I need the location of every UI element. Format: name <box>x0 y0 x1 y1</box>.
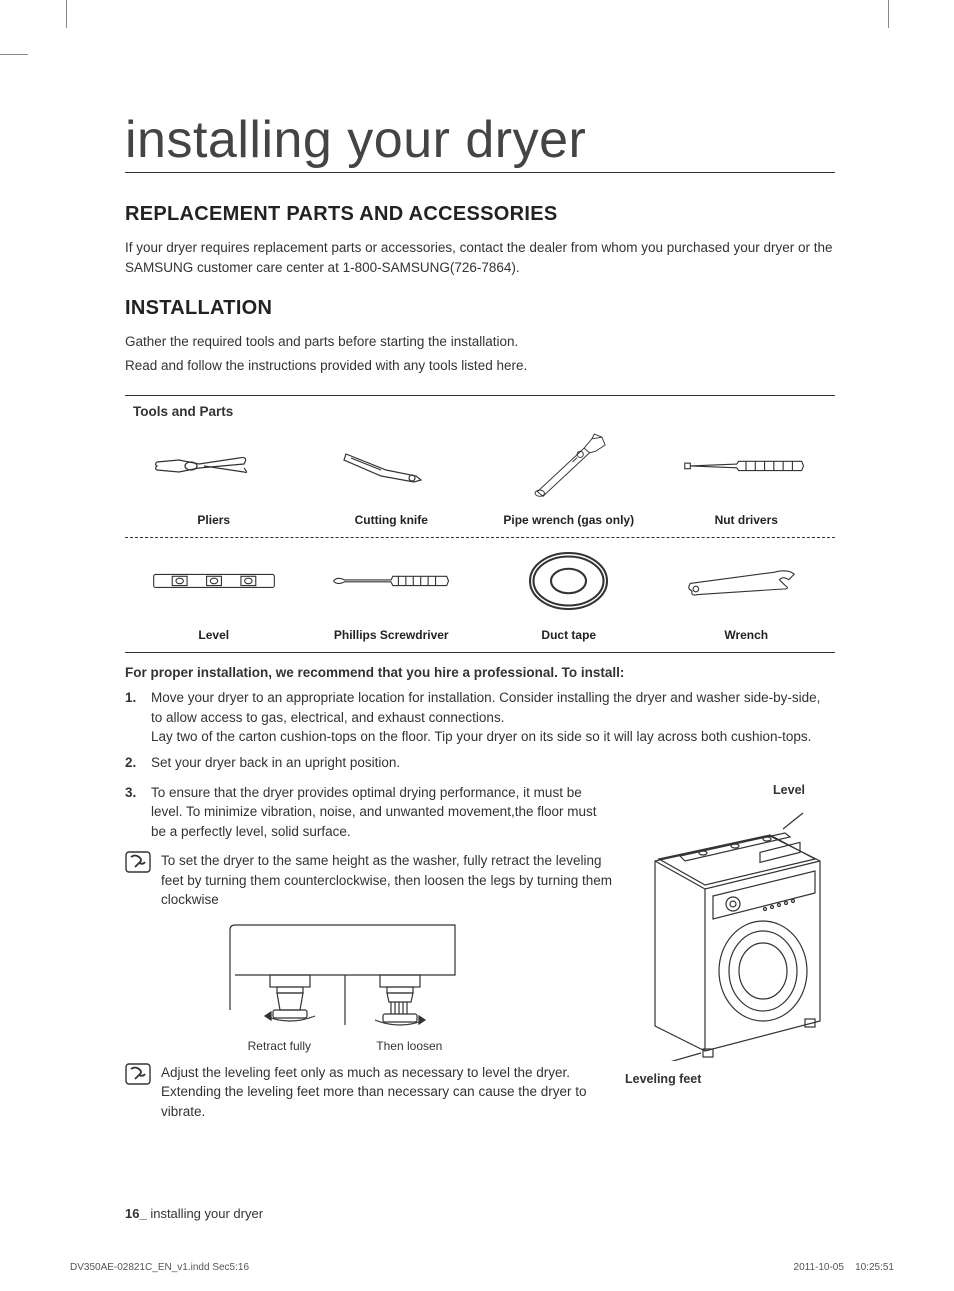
print-time: 10:25:51 <box>855 1262 894 1273</box>
level-icon <box>125 546 303 616</box>
feet-label-right: Then loosen <box>376 1039 442 1053</box>
replacement-body: If your dryer requires replacement parts… <box>125 238 835 277</box>
nut-driver-label: Nut drivers <box>658 513 836 527</box>
tools-parts-table: Tools and Parts Pliers <box>125 395 835 653</box>
note-1: To set the dryer to the same height as t… <box>125 851 613 910</box>
tool-pliers: Pliers <box>125 431 303 527</box>
tool-level: Level <box>125 546 303 642</box>
phillips-label: Phillips Screwdriver <box>303 628 481 642</box>
tool-phillips: Phillips Screwdriver <box>303 546 481 642</box>
replacement-heading: REPLACEMENT PARTS AND ACCESSORIES <box>125 203 835 226</box>
knife-label: Cutting knife <box>303 513 481 527</box>
nut-driver-icon <box>658 431 836 501</box>
feet-label-left: Retract fully <box>248 1039 311 1053</box>
note-1-text: To set the dryer to the same height as t… <box>161 851 613 910</box>
dryer-illustration-column: Level <box>625 783 835 1132</box>
note-icon <box>125 1063 151 1085</box>
dryer-feet-label: Leveling feet <box>625 1072 835 1086</box>
pliers-label: Pliers <box>125 513 303 527</box>
level-label: Level <box>125 628 303 642</box>
step-2: Set your dryer back in an upright positi… <box>125 753 835 773</box>
chapter-title: installing your dryer <box>125 110 835 173</box>
knife-icon <box>303 431 481 501</box>
footer-section: installing your dryer <box>150 1206 263 1221</box>
print-footer: DV350AE-02821C_EN_v1.indd Sec5:16 2011-1… <box>70 1262 894 1273</box>
note-icon <box>125 851 151 873</box>
tool-knife: Cutting knife <box>303 431 481 527</box>
phillips-icon <box>303 546 481 616</box>
step-3: To ensure that the dryer provides optima… <box>125 783 613 842</box>
page-footer: 16_ installing your dryer <box>125 1206 263 1221</box>
leveling-feet-diagram: Retract fully Then loosen <box>215 920 475 1053</box>
step-1b-text: Lay two of the carton cushion-tops on th… <box>151 729 811 744</box>
installation-intro2: Read and follow the instructions provide… <box>125 356 835 376</box>
install-steps: Move your dryer to an appropriate locati… <box>125 688 835 772</box>
dryer-level-label: Level <box>625 783 835 797</box>
step-1: Move your dryer to an appropriate locati… <box>125 688 835 747</box>
installation-intro1: Gather the required tools and parts befo… <box>125 332 835 352</box>
wrench-label: Wrench <box>658 628 836 642</box>
print-file: DV350AE-02821C_EN_v1.indd Sec5:16 <box>70 1262 249 1273</box>
tools-heading: Tools and Parts <box>125 404 835 423</box>
install-subhead: For proper installation, we recommend th… <box>125 665 835 680</box>
print-date: 2011-10-05 <box>794 1262 844 1273</box>
dryer-icon <box>625 801 835 1061</box>
tape-label: Duct tape <box>480 628 658 642</box>
pliers-icon <box>125 431 303 501</box>
tool-row-1: Pliers Cutting knife <box>125 423 835 538</box>
pipe-wrench-label: Pipe wrench (gas only) <box>480 513 658 527</box>
step-1a-text: Move your dryer to an appropriate locati… <box>151 690 820 725</box>
tool-pipe-wrench: Pipe wrench (gas only) <box>480 431 658 527</box>
installation-heading: INSTALLATION <box>125 297 835 320</box>
note-2-text: Adjust the leveling feet only as much as… <box>161 1063 613 1122</box>
wrench-icon <box>658 546 836 616</box>
pipe-wrench-icon <box>480 431 658 501</box>
note-2: Adjust the leveling feet only as much as… <box>125 1063 613 1122</box>
tool-nut-driver: Nut drivers <box>658 431 836 527</box>
tool-tape: Duct tape <box>480 546 658 642</box>
page-number: 16_ <box>125 1206 147 1221</box>
tool-row-2: Level Phillips Screwdriver <box>125 538 835 652</box>
tool-wrench: Wrench <box>658 546 836 642</box>
tape-icon <box>480 546 658 616</box>
